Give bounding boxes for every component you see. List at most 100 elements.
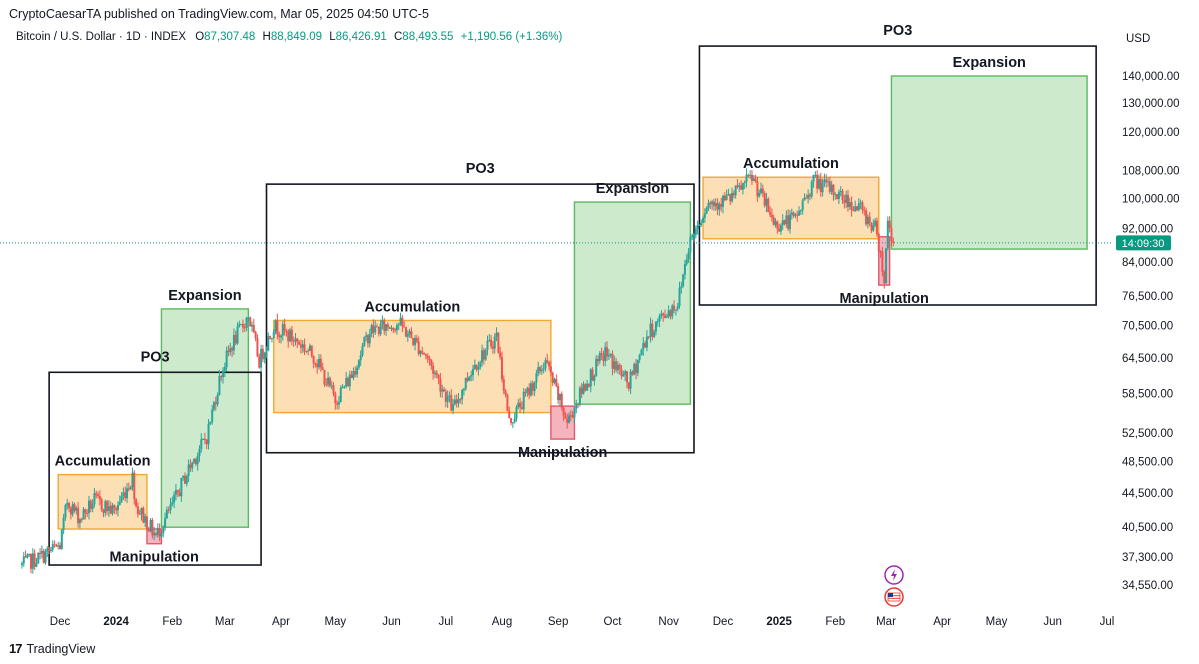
candle (662, 312, 665, 322)
candle-body (548, 362, 551, 367)
candle-body (854, 206, 857, 211)
candle-body (64, 505, 67, 518)
tradingview-logo-icon[interactable]: 17 (9, 641, 23, 656)
candle-body (495, 332, 498, 337)
candle (254, 330, 257, 342)
candle (256, 334, 259, 358)
candle (341, 384, 344, 389)
zones-layer (48, 45, 1097, 566)
candle (287, 328, 290, 348)
candle-body (817, 179, 820, 189)
candle (555, 374, 558, 388)
candle (377, 326, 380, 337)
x-axis[interactable]: Dec 2024 Feb Mar Apr May Jun Jul Aug Sep Oct Nov Dec… (50, 616, 1115, 628)
candle-body (464, 378, 467, 389)
candle-body (437, 375, 440, 379)
lightning-icon[interactable] (884, 565, 904, 585)
candle (185, 474, 188, 487)
candle-body (615, 361, 618, 371)
candle (129, 485, 132, 490)
currency-label[interactable]: USD (1126, 33, 1151, 45)
candle (839, 186, 842, 197)
candle-body (586, 383, 589, 391)
candle (410, 327, 413, 339)
candle (290, 326, 293, 346)
candle (834, 192, 837, 200)
candle (865, 207, 868, 227)
candle-body (850, 202, 853, 211)
candle (640, 348, 643, 356)
candle-body (37, 553, 40, 564)
candle-body (424, 354, 427, 356)
candle (600, 347, 603, 361)
candle (808, 192, 811, 201)
candle-body (118, 501, 121, 505)
candle (510, 417, 513, 426)
candle-body (551, 372, 554, 383)
candle-body (575, 403, 578, 409)
candle (419, 349, 422, 358)
candle-body (875, 220, 878, 234)
candle-body (44, 551, 47, 563)
candle (209, 421, 212, 426)
candle (78, 518, 81, 529)
candle-body (423, 352, 426, 355)
candle-body (520, 407, 523, 410)
candle-body (303, 344, 306, 352)
us-flag-icon[interactable] (884, 587, 904, 607)
candle (31, 548, 34, 574)
candle-body (457, 399, 460, 404)
candle (669, 309, 672, 320)
candle-body (825, 179, 828, 182)
candle-body (285, 331, 288, 333)
candle-body (638, 354, 641, 360)
candle-body (497, 332, 500, 353)
candle (356, 365, 359, 378)
candle-body (439, 378, 442, 392)
candle-body (414, 338, 417, 346)
candle (124, 486, 127, 502)
candle (147, 526, 150, 532)
candle-body (691, 235, 694, 238)
candle-body (705, 207, 708, 214)
candle (883, 270, 886, 289)
candle-body (524, 391, 527, 393)
candle-body (816, 174, 819, 189)
candle-body (419, 351, 422, 354)
candle-body (564, 415, 567, 419)
footer-brand[interactable]: TradingView (26, 641, 96, 656)
y-tick-label: 92,000.00 (1122, 224, 1173, 236)
candle (807, 189, 810, 204)
candle (732, 190, 735, 199)
candle-body (651, 323, 654, 337)
candle (136, 502, 139, 518)
candle (683, 259, 686, 280)
candle (774, 218, 777, 228)
candle (486, 335, 489, 356)
candle (69, 506, 72, 520)
y-axis[interactable]: 140,000.00 130,000.00 120,000.00 108,000.00… (1122, 71, 1180, 592)
candle-body (270, 338, 273, 340)
candle (165, 506, 168, 520)
po3-zone (265, 183, 695, 454)
y-tick-label: 40,500.00 (1122, 522, 1173, 534)
candle-body (662, 313, 665, 316)
candle (140, 507, 143, 521)
candle-body (647, 336, 650, 338)
symbol-title[interactable]: Bitcoin / U.S. Dollar · 1D · INDEX (16, 31, 186, 43)
candle-body (265, 350, 268, 353)
candle (443, 386, 446, 392)
candle (183, 472, 186, 485)
candle-body (781, 220, 784, 226)
open-value: 87,307.48 (204, 31, 256, 43)
candle-body (859, 202, 862, 204)
candle (881, 247, 884, 277)
candle (149, 517, 152, 533)
candle (731, 187, 734, 203)
candle-body (383, 320, 386, 331)
candle-body (533, 382, 536, 391)
candle (46, 546, 49, 558)
candle-body (515, 407, 518, 419)
accumulation-label: Accumulation (55, 454, 151, 470)
